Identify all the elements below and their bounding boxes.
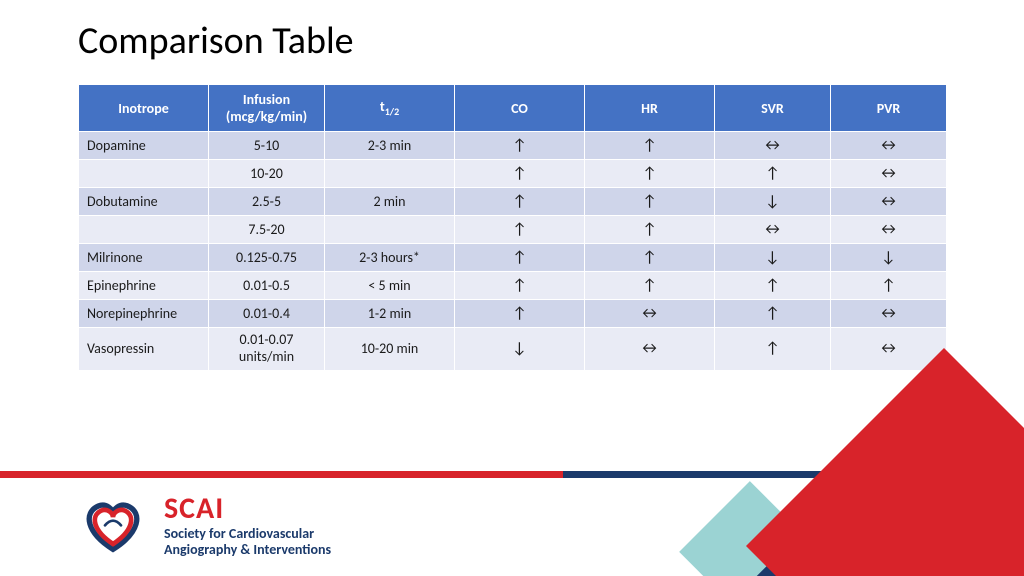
cell-svr: ↔: [715, 132, 831, 160]
col-infusion: Infusion (mcg/kg/min): [209, 85, 325, 132]
cell-infusion: 0.01-0.07units/min: [209, 328, 325, 371]
cell-drug: Dobutamine: [79, 188, 209, 216]
cell-pvr: ↔: [831, 300, 947, 328]
slide: Comparison Table Inotrope Infusion (mcg/…: [0, 0, 1024, 576]
logo-acronym: SCAI: [164, 494, 331, 524]
cell-drug: [79, 216, 209, 244]
cell-infusion: 5-10: [209, 132, 325, 160]
cell-hr: ↑: [585, 272, 715, 300]
cell-pvr: ↔: [831, 188, 947, 216]
table-row: Epinephrine0.01-0.5< 5 min↑↑↑↑: [79, 272, 947, 300]
footer-logo-text: SCAI Society for Cardiovascular Angiogra…: [164, 494, 331, 558]
cell-drug: Dopamine: [79, 132, 209, 160]
cell-co: ↑: [455, 160, 585, 188]
cell-svr: ↓: [715, 244, 831, 272]
cell-drug: Norepinephrine: [79, 300, 209, 328]
cell-pvr: ↑: [831, 272, 947, 300]
cell-co: ↑: [455, 132, 585, 160]
table-row: Vasopressin0.01-0.07units/min10-20 min↓↔…: [79, 328, 947, 371]
col-thalf: t1/2: [325, 85, 455, 132]
table-row: 10-20↑↑↑↔: [79, 160, 947, 188]
col-hr: HR: [585, 85, 715, 132]
cell-thalf: 10-20 min: [325, 328, 455, 371]
cell-svr: ↔: [715, 216, 831, 244]
cell-infusion: 2.5-5: [209, 188, 325, 216]
cell-co: ↑: [455, 216, 585, 244]
cell-hr: ↑: [585, 132, 715, 160]
cell-infusion: 0.01-0.4: [209, 300, 325, 328]
cell-thalf: [325, 216, 455, 244]
table: Inotrope Infusion (mcg/kg/min) t1/2 CO H…: [78, 84, 947, 371]
table-row: Dopamine5-102-3 min↑↑↔↔: [79, 132, 947, 160]
cell-svr: ↑: [715, 328, 831, 371]
cell-thalf: < 5 min: [325, 272, 455, 300]
cell-co: ↑: [455, 300, 585, 328]
cell-co: ↑: [455, 188, 585, 216]
table-body: Dopamine5-102-3 min↑↑↔↔10-20↑↑↑↔Dobutami…: [79, 132, 947, 371]
table-header: Inotrope Infusion (mcg/kg/min) t1/2 CO H…: [79, 85, 947, 132]
cell-drug: Milrinone: [79, 244, 209, 272]
col-inotrope: Inotrope: [79, 85, 209, 132]
col-svr: SVR: [715, 85, 831, 132]
cell-co: ↑: [455, 244, 585, 272]
cell-infusion: 7.5-20: [209, 216, 325, 244]
cell-thalf: [325, 160, 455, 188]
logo-line2: Angiography & Interventions: [164, 542, 331, 558]
cell-svr: ↑: [715, 300, 831, 328]
cell-pvr: ↔: [831, 216, 947, 244]
table-row: Dobutamine2.5-52 min↑↑↓↔: [79, 188, 947, 216]
cell-pvr: ↓: [831, 244, 947, 272]
cell-pvr: ↔: [831, 132, 947, 160]
corner-shape-red: [746, 348, 1024, 576]
cell-infusion: 10-20: [209, 160, 325, 188]
cell-thalf: 2-3 hours*: [325, 244, 455, 272]
cell-hr: ↑: [585, 188, 715, 216]
cell-thalf: 1-2 min: [325, 300, 455, 328]
table-row: Norepinephrine0.01-0.41-2 min↑↔↑↔: [79, 300, 947, 328]
cell-drug: Epinephrine: [79, 272, 209, 300]
cell-svr: ↓: [715, 188, 831, 216]
cell-thalf: 2 min: [325, 188, 455, 216]
cell-drug: [79, 160, 209, 188]
table-row: 7.5-20↑↑↔↔: [79, 216, 947, 244]
cell-svr: ↑: [715, 160, 831, 188]
scai-heart-icon: [78, 496, 148, 556]
cell-hr: ↔: [585, 328, 715, 371]
logo-line1: Society for Cardiovascular: [164, 526, 331, 542]
cell-hr: ↔: [585, 300, 715, 328]
cell-hr: ↑: [585, 160, 715, 188]
cell-co: ↑: [455, 272, 585, 300]
cell-svr: ↑: [715, 272, 831, 300]
cell-hr: ↑: [585, 244, 715, 272]
cell-infusion: 0.125-0.75: [209, 244, 325, 272]
cell-thalf: 2-3 min: [325, 132, 455, 160]
cell-co: ↓: [455, 328, 585, 371]
page-title: Comparison Table: [78, 18, 354, 64]
cell-hr: ↑: [585, 216, 715, 244]
footer-logo-block: SCAI Society for Cardiovascular Angiogra…: [78, 494, 331, 558]
cell-infusion: 0.01-0.5: [209, 272, 325, 300]
col-pvr: PVR: [831, 85, 947, 132]
col-co: CO: [455, 85, 585, 132]
cell-drug: Vasopressin: [79, 328, 209, 371]
comparison-table: Inotrope Infusion (mcg/kg/min) t1/2 CO H…: [78, 84, 946, 371]
table-row: Milrinone0.125-0.752-3 hours*↑↑↓↓: [79, 244, 947, 272]
cell-pvr: ↔: [831, 160, 947, 188]
